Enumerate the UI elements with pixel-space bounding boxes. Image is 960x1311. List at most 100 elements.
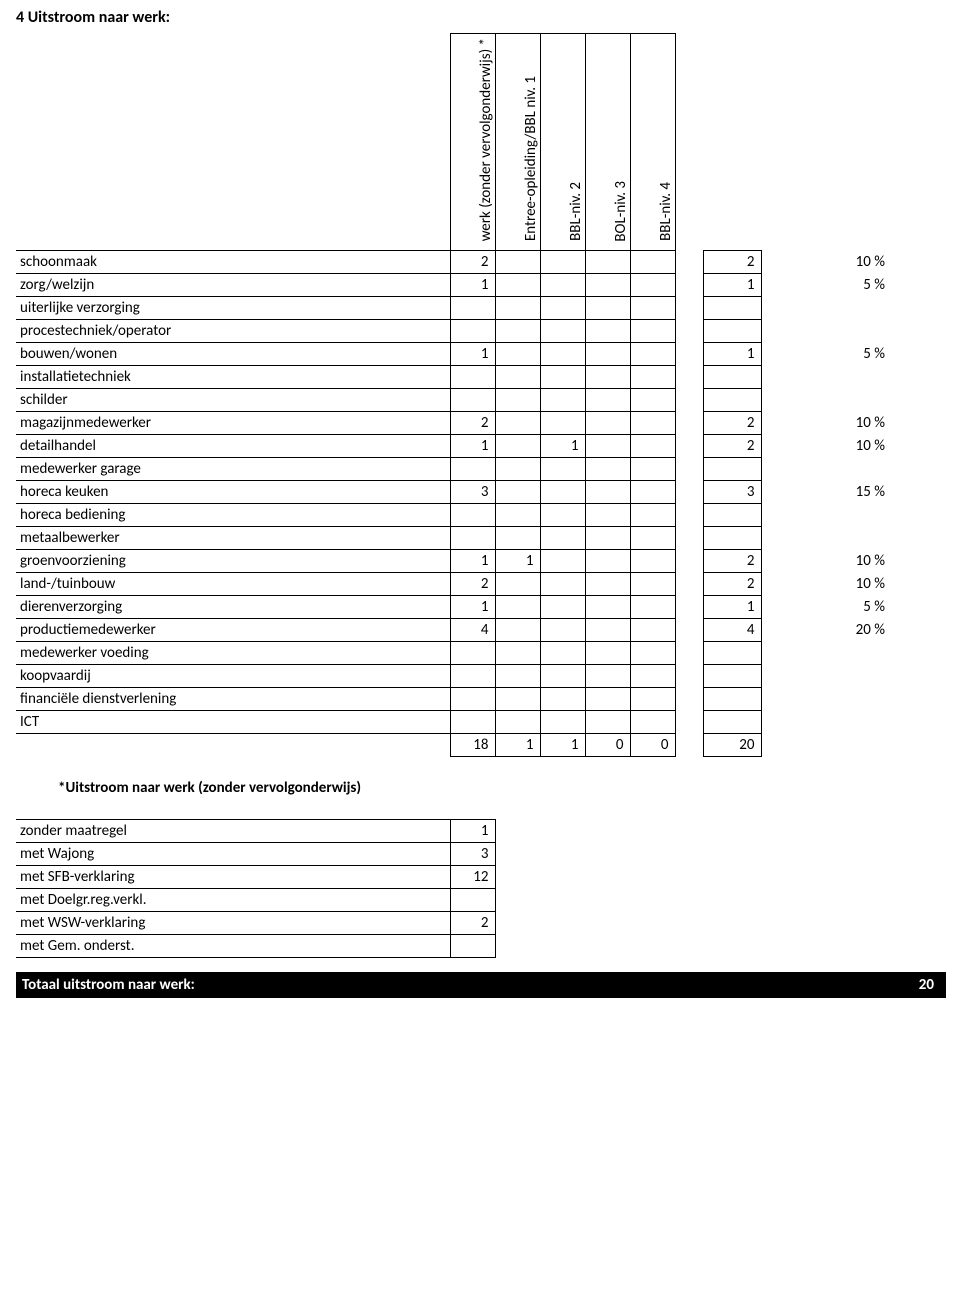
cell xyxy=(495,297,540,320)
row-total: 2 xyxy=(703,435,761,458)
cell xyxy=(630,711,675,734)
row-total xyxy=(703,297,761,320)
footer-table: zonder maatregel1met Wajong3met SFB-verk… xyxy=(16,819,496,958)
cell xyxy=(630,504,675,527)
cell xyxy=(450,711,495,734)
col-total: 18 xyxy=(450,734,495,757)
cell xyxy=(450,320,495,343)
cell xyxy=(630,412,675,435)
cell xyxy=(495,596,540,619)
cell: 4 xyxy=(450,619,495,642)
row-total: 4 xyxy=(703,619,761,642)
row-label: met WSW-verklaring xyxy=(16,912,450,935)
table-row: met WSW-verklaring2 xyxy=(16,912,495,935)
row-pct xyxy=(816,688,891,711)
row-label: uiterlijke verzorging xyxy=(16,297,450,320)
cell xyxy=(585,458,630,481)
row-pct: 5 % xyxy=(816,343,891,366)
cell xyxy=(630,527,675,550)
cell xyxy=(450,458,495,481)
cell xyxy=(585,688,630,711)
cell xyxy=(630,389,675,412)
row-total: 1 xyxy=(703,343,761,366)
cell xyxy=(585,251,630,274)
row-value: 3 xyxy=(450,843,495,866)
cell xyxy=(540,665,585,688)
cell xyxy=(495,481,540,504)
gap-cell xyxy=(675,481,703,504)
row-pct xyxy=(816,642,891,665)
cell xyxy=(585,619,630,642)
cell xyxy=(540,343,585,366)
empty-header xyxy=(16,34,450,251)
cell: 2 xyxy=(450,251,495,274)
row-total xyxy=(703,504,761,527)
row-label: groenvoorziening xyxy=(16,550,450,573)
row-pct: 10 % xyxy=(816,435,891,458)
gap-cell xyxy=(761,734,816,757)
row-total xyxy=(703,688,761,711)
row-pct xyxy=(816,366,891,389)
cell xyxy=(630,481,675,504)
cell xyxy=(540,412,585,435)
footnote: *Uitstroom naar werk (zonder vervolgonde… xyxy=(58,779,944,797)
cell xyxy=(540,504,585,527)
cell xyxy=(585,412,630,435)
gap-cell xyxy=(675,550,703,573)
table-row: met SFB-verklaring12 xyxy=(16,866,495,889)
cell xyxy=(540,688,585,711)
row-total: 2 xyxy=(703,251,761,274)
cell xyxy=(495,343,540,366)
cell xyxy=(540,251,585,274)
gap-cell xyxy=(675,527,703,550)
row-pct xyxy=(816,297,891,320)
cell xyxy=(495,412,540,435)
cell xyxy=(585,665,630,688)
empty-cell xyxy=(16,734,450,757)
cell xyxy=(495,573,540,596)
row-label: met SFB-verklaring xyxy=(16,866,450,889)
cell xyxy=(630,366,675,389)
row-value: 1 xyxy=(450,820,495,843)
cell xyxy=(450,688,495,711)
row-label: financiële dienstverlening xyxy=(16,688,450,711)
page-heading: 4 Uitstroom naar werk: xyxy=(16,8,944,27)
row-label: detailhandel xyxy=(16,435,450,458)
gap-cell xyxy=(675,504,703,527)
table-row: zonder maatregel1 xyxy=(16,820,495,843)
cell xyxy=(630,274,675,297)
cell xyxy=(630,320,675,343)
cell xyxy=(630,573,675,596)
cell xyxy=(495,711,540,734)
cell xyxy=(495,389,540,412)
cell xyxy=(630,596,675,619)
cell xyxy=(540,527,585,550)
cell xyxy=(585,389,630,412)
row-value xyxy=(450,889,495,912)
cell xyxy=(495,458,540,481)
table-row: magazijnmedewerker2210 % xyxy=(16,412,891,435)
cell xyxy=(540,481,585,504)
row-label: horeca bediening xyxy=(16,504,450,527)
row-label: metaalbewerker xyxy=(16,527,450,550)
empty-cell xyxy=(816,734,891,757)
gap-cell xyxy=(761,504,816,527)
cell: 1 xyxy=(540,435,585,458)
gap-cell xyxy=(675,711,703,734)
row-total: 1 xyxy=(703,274,761,297)
cell xyxy=(495,366,540,389)
row-value: 2 xyxy=(450,912,495,935)
col-header-3: BOL-niv. 3 xyxy=(585,34,630,251)
table-row: met Wajong3 xyxy=(16,843,495,866)
cell xyxy=(450,297,495,320)
gap-cell xyxy=(675,665,703,688)
gap-cell xyxy=(675,458,703,481)
gap-cell xyxy=(761,320,816,343)
empty-header xyxy=(816,34,891,251)
table-row: medewerker garage xyxy=(16,458,891,481)
col-total: 1 xyxy=(495,734,540,757)
table-row: ICT xyxy=(16,711,891,734)
gap-cell xyxy=(675,435,703,458)
gap-cell xyxy=(675,734,703,757)
cell xyxy=(540,366,585,389)
